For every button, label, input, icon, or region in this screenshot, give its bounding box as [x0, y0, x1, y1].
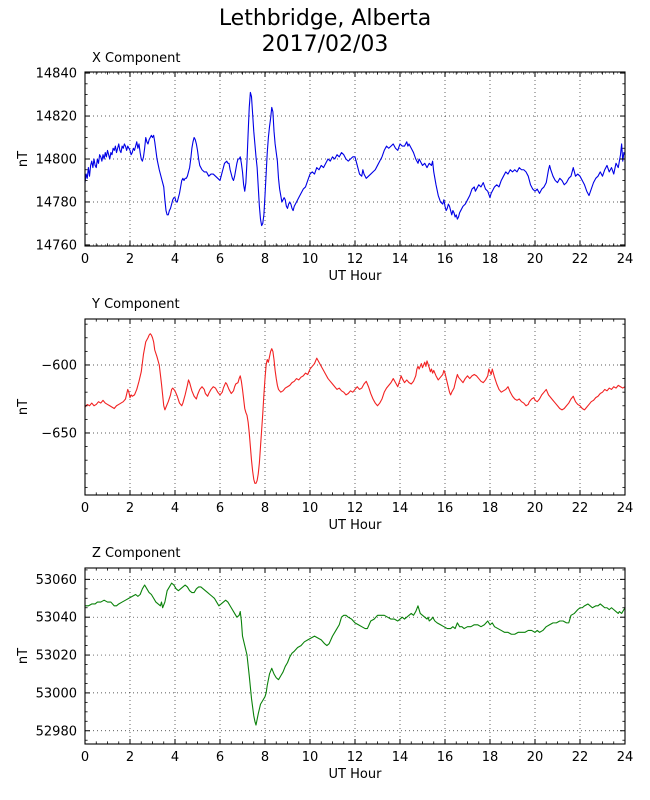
x-tick-label: 16	[437, 501, 454, 516]
y-tick-label: 14840	[36, 67, 77, 82]
x-component-svg: 0 2 4 6 8 10 12 14 16 18 20 22 241476014780148001482…	[36, 67, 634, 267]
x-tick-label: 20	[527, 501, 544, 516]
x-tick-label: 18	[482, 252, 499, 267]
x-tick-label: 20	[527, 750, 544, 765]
z-component-svg: 0 2 4 6 8 10 12 14 16 18 20 22 245298053000530205304…	[36, 567, 633, 765]
x-tick-label: 10	[302, 501, 319, 516]
x-tick-label: 4	[171, 750, 179, 765]
x-tick-label: 14	[392, 252, 409, 267]
station-title: Lethbridge, Alberta	[218, 6, 432, 31]
y-tick-label: 14800	[36, 153, 77, 168]
x-component-plot: 0 2 4 6 8 10 12 14 16 18 20 22 24 14760 14780 14800 1482…	[36, 67, 634, 267]
y-tick-label: 14760	[36, 238, 77, 253]
x-tick-label: 4	[171, 252, 179, 267]
x-tick-label: 12	[347, 501, 364, 516]
x-tick-label: 14	[392, 501, 409, 516]
x-tick-label: 8	[261, 750, 269, 765]
x-tick-label: 24	[617, 501, 634, 516]
y-component-title: Y Component	[92, 297, 180, 312]
z-component-ylabel: nT	[16, 647, 31, 665]
x-tick-label: 0	[81, 501, 89, 516]
x-tick-label: 10	[302, 252, 319, 267]
y-component-ylabel: nT	[16, 398, 31, 416]
x-tick-label: 12	[347, 252, 364, 267]
x-tick-label: 0	[81, 252, 89, 267]
x-tick-label: 6	[216, 750, 224, 765]
x-component-xlabel: UT Hour	[328, 269, 382, 284]
x-tick-label: 0	[81, 750, 89, 765]
x-tick-label: 22	[572, 750, 589, 765]
series-line	[84, 582, 626, 726]
x-tick-label: 10	[302, 750, 319, 765]
series-line	[84, 333, 626, 484]
x-tick-label: 2	[126, 501, 134, 516]
x-tick-label: 2	[126, 252, 134, 267]
y-tick-label: 53060	[36, 573, 77, 588]
y-tick-label: −650	[41, 426, 77, 441]
y-tick-label: 14780	[36, 195, 77, 210]
z-component-plot: 0 2 4 6 8 10 12 14 16 18 20 22 24 52980 53000 53020 5304…	[36, 567, 633, 765]
x-tick-label: 24	[617, 750, 634, 765]
y-component-plot: 0 2 4 6 8 10 12 14 16 18 20 22 24 −650 −600	[41, 318, 633, 516]
x-tick-label: 24	[617, 252, 634, 267]
z-component-xlabel: UT Hour	[328, 767, 382, 782]
x-tick-label: 22	[572, 501, 589, 516]
x-tick-label: 20	[527, 252, 544, 267]
x-tick-label: 6	[216, 252, 224, 267]
x-tick-label: 6	[216, 501, 224, 516]
x-component-ylabel: nT	[16, 150, 31, 168]
x-tick-label: 4	[171, 501, 179, 516]
y-component-xlabel: UT Hour	[328, 518, 382, 533]
y-tick-label: 52980	[36, 724, 77, 739]
x-tick-label: 16	[437, 750, 454, 765]
x-tick-label: 18	[482, 750, 499, 765]
x-tick-label: 16	[437, 252, 454, 267]
series-line	[84, 91, 626, 227]
x-tick-label: 18	[482, 501, 499, 516]
x-tick-label: 22	[572, 252, 589, 267]
figure-title: Lethbridge, Alberta 2017/02/03	[0, 6, 650, 58]
x-tick-label: 2	[126, 750, 134, 765]
y-tick-label: 53040	[36, 611, 77, 626]
y-tick-label: 14820	[36, 110, 77, 125]
y-tick-label: 53000	[36, 686, 77, 701]
x-tick-label: 8	[261, 501, 269, 516]
date-subtitle: 2017/02/03	[261, 31, 389, 57]
z-component-title: Z Component	[92, 546, 181, 561]
x-tick-label: 14	[392, 750, 409, 765]
x-tick-label: 12	[347, 750, 364, 765]
x-component-title: X Component	[92, 51, 181, 66]
y-tick-label: 53020	[36, 649, 77, 664]
y-component-svg: 0 2 4 6 8 10 12 14 16 18 20 22 24−650−600	[41, 318, 633, 516]
y-tick-label: −600	[41, 358, 77, 373]
x-tick-label: 8	[261, 252, 269, 267]
